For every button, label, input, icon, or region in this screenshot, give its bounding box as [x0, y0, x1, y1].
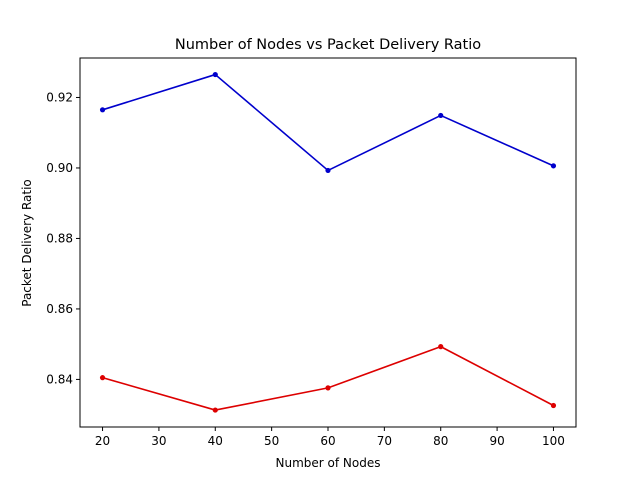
y-tick-label-0.84: 0.84 — [46, 372, 73, 386]
chart-title: Number of Nodes vs Packet Delivery Ratio — [175, 37, 481, 53]
series-2-point-60 — [325, 385, 331, 391]
series-2-point-100 — [550, 402, 557, 409]
plot-area: 20 30 40 50 60 70 80 90 100 0.84 0.86 0.88 0.90 0.92 — [46, 57, 577, 448]
y-tick-label-0.86: 0.86 — [46, 302, 73, 316]
series-1-point-100 — [550, 163, 557, 169]
x-tick-label-50: 50 — [264, 434, 279, 448]
series-1-point-40 — [212, 71, 218, 78]
x-tick-label-70: 70 — [377, 434, 392, 448]
series-2-point-40 — [212, 407, 218, 413]
x-tick-label-30: 30 — [151, 434, 166, 448]
series-2-point-80 — [438, 344, 444, 350]
x-tick-label-80: 80 — [433, 434, 448, 448]
y-axis-title: Packet Delivery Ratio — [20, 179, 34, 307]
series-1-point-80 — [438, 112, 444, 119]
x-tick-label-60: 60 — [320, 434, 335, 448]
series-1-point-60 — [325, 167, 331, 174]
x-tick-label-40: 40 — [208, 434, 223, 448]
x-axis-title: Number of Nodes — [276, 456, 381, 470]
x-tick-label-90: 90 — [489, 434, 504, 448]
x-tick-label-20: 20 — [95, 434, 110, 448]
y-tick-label-0.92: 0.92 — [46, 90, 73, 104]
series-2-point-20 — [99, 375, 106, 381]
series-1-point-20 — [99, 107, 106, 113]
x-tick-label-100: 100 — [542, 434, 565, 448]
y-tick-label-0.90: 0.90 — [46, 161, 73, 175]
y-tick-label-0.88: 0.88 — [46, 231, 73, 245]
